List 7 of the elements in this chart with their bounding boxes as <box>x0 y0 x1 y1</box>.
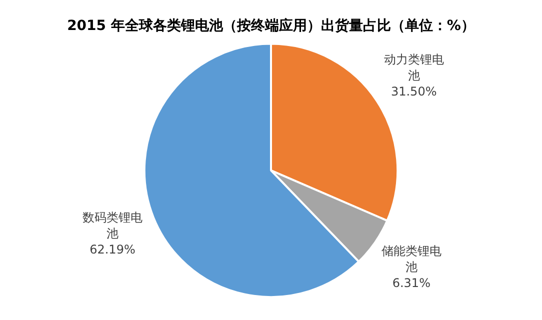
data-label: 6.31% <box>392 276 430 290</box>
slice-label: 数码类锂电池 <box>82 210 142 240</box>
slice-label: 储能类锂电池 <box>381 244 442 274</box>
slice-label: 动力类锂电池 <box>384 52 444 83</box>
data-label: 62.19% <box>90 242 136 256</box>
data-label: 31.50% <box>390 84 437 99</box>
chart-title: 2015 年全球各类锂电池（按终端应用）出货量占比（单位：%） <box>67 17 475 34</box>
